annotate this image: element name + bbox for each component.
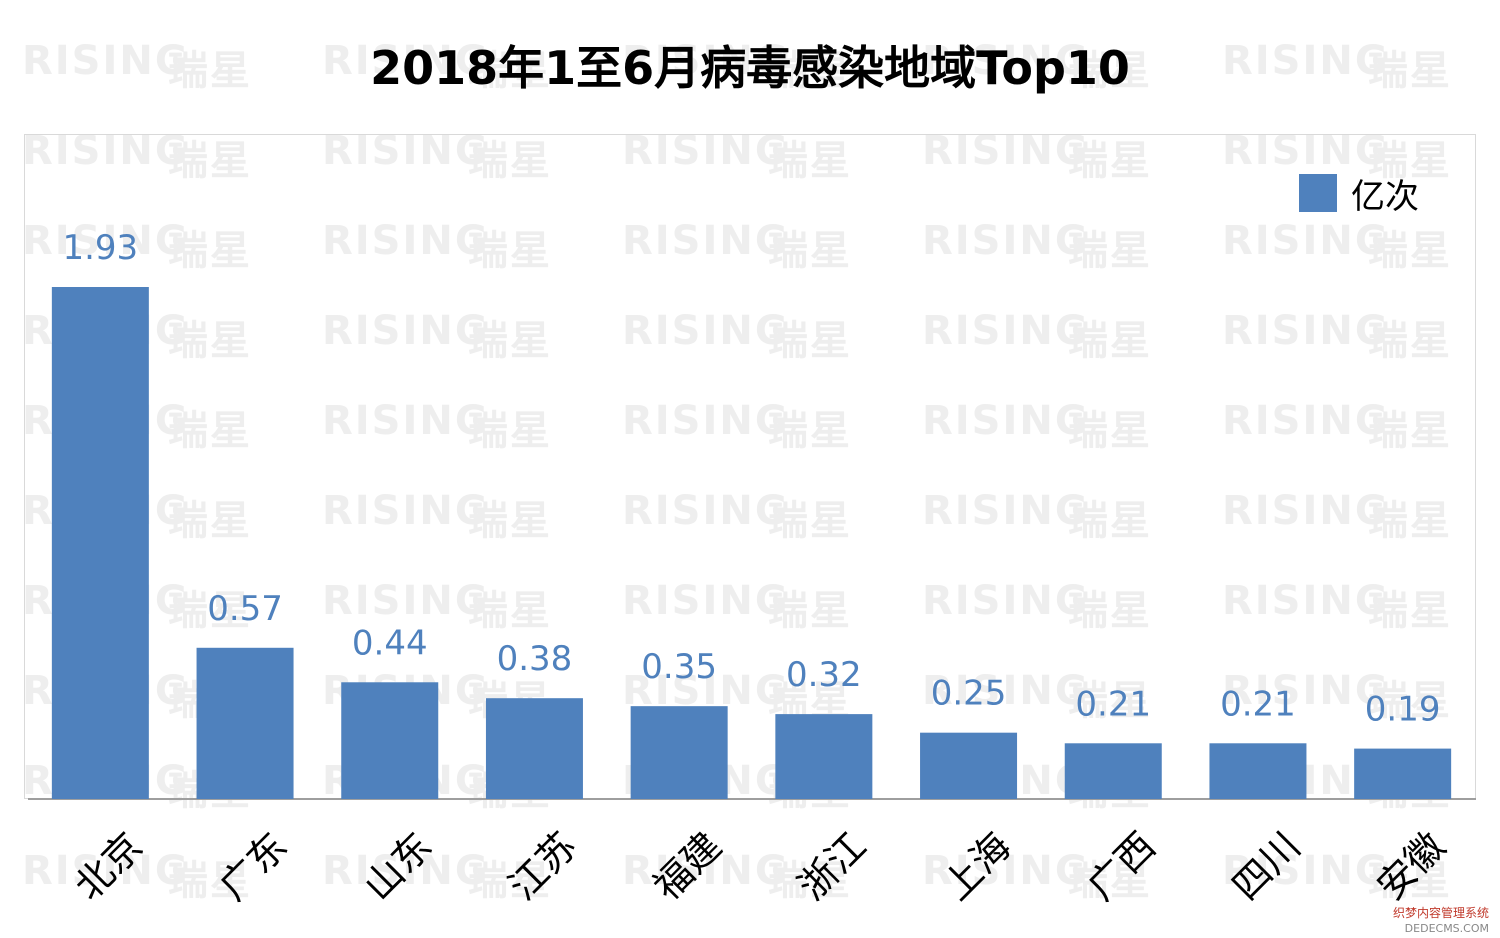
- data-label: 0.21: [1075, 684, 1151, 724]
- data-label: 0.25: [931, 674, 1007, 714]
- bar: [196, 647, 294, 799]
- data-label: 0.32: [786, 655, 862, 695]
- x-tick-label: 浙江: [790, 824, 875, 909]
- x-tick-label: 福建: [645, 824, 730, 909]
- legend: 亿次: [1299, 172, 1419, 217]
- data-label: 0.38: [497, 639, 573, 679]
- data-label: 0.19: [1365, 690, 1441, 730]
- x-tick-label: 山东: [356, 824, 441, 909]
- bar: [341, 682, 439, 799]
- bar: [1064, 743, 1162, 799]
- x-tick-label: 广东: [211, 824, 296, 909]
- x-tick-label: 江苏: [500, 824, 585, 909]
- x-tick-label: 上海: [934, 824, 1019, 909]
- legend-swatch: [1299, 174, 1337, 212]
- data-label: 0.44: [352, 623, 428, 663]
- data-label: 1.93: [62, 228, 138, 268]
- legend-label: 亿次: [1351, 176, 1419, 217]
- bar: [51, 287, 149, 799]
- x-tick-label: 四川: [1224, 824, 1309, 909]
- x-tick-label: 北京: [66, 824, 151, 909]
- data-label: 0.35: [641, 647, 717, 687]
- bar: [630, 706, 728, 799]
- bar: [1354, 748, 1452, 799]
- x-tick-label: 安徽: [1368, 824, 1453, 909]
- chart-title: 2018年1至6月病毒感染地域Top10: [370, 41, 1130, 95]
- bar: [775, 714, 873, 799]
- bar: [485, 698, 583, 799]
- bar: [920, 732, 1018, 799]
- footer-watermark-line2: DEDECMS.COM: [1405, 922, 1489, 935]
- data-label: 0.21: [1220, 684, 1296, 724]
- footer-watermark-line1: 织梦内容管理系统: [1393, 905, 1489, 920]
- data-label: 0.57: [207, 589, 283, 629]
- bar: [1209, 743, 1307, 799]
- x-tick-label: 广西: [1079, 824, 1164, 909]
